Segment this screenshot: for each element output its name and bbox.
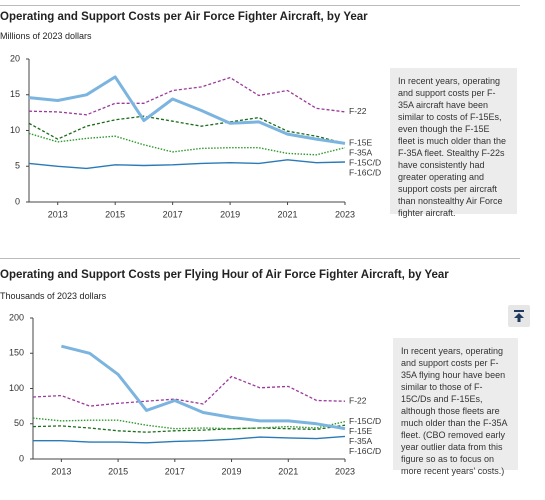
series-line <box>28 132 346 156</box>
x-tick-label: 2021 <box>278 209 298 219</box>
y-tick-label: 200 <box>9 312 24 322</box>
divider <box>0 5 520 6</box>
series-line <box>28 75 346 145</box>
x-tick-label: 2013 <box>51 466 71 476</box>
chart-subtitle: Thousands of 2023 dollars <box>0 291 107 301</box>
x-tick-label: 2019 <box>222 466 242 476</box>
series-label: F-16C/D <box>349 446 381 456</box>
chart-title: Operating and Support Costs per Flying H… <box>0 269 449 281</box>
series-line <box>28 115 346 145</box>
y-tick-label: 5 <box>15 161 20 171</box>
series-label: F-15C/D <box>349 416 381 426</box>
series-line <box>32 375 346 407</box>
x-tick-label: 2015 <box>108 466 128 476</box>
series-label: F-35A <box>349 148 372 158</box>
y-tick-label: 20 <box>10 53 20 63</box>
y-tick-label: 10 <box>10 125 20 135</box>
x-tick-label: 2023 <box>335 209 355 219</box>
x-tick-label: 2023 <box>335 466 355 476</box>
back-to-top-button[interactable] <box>508 305 530 327</box>
x-tick-label: 2019 <box>220 209 240 219</box>
y-tick-label: 0 <box>15 196 20 206</box>
y-tick-label: 100 <box>9 383 24 393</box>
series-label: F-22 <box>349 106 367 116</box>
series-label: F-15E <box>349 426 372 436</box>
divider <box>0 258 520 259</box>
series-label: F-35A <box>349 436 372 446</box>
annotation-box: In recent years, operating and support c… <box>390 68 517 218</box>
y-tick-label: 15 <box>10 89 20 99</box>
x-tick-label: 2017 <box>165 466 185 476</box>
series-line <box>28 76 346 116</box>
series-label: F-15C/D <box>349 158 381 168</box>
annotation-box: In recent years, operating and support c… <box>393 338 518 476</box>
series-line <box>32 424 346 433</box>
x-tick-label: 2021 <box>278 466 298 476</box>
series-line <box>61 344 346 431</box>
x-tick-label: 2015 <box>105 209 125 219</box>
series-line <box>32 417 346 430</box>
chart-title: Operating and Support Costs per Air Forc… <box>0 11 368 23</box>
series-label: F-15E <box>349 138 372 148</box>
back-to-top-icon <box>514 310 524 322</box>
x-tick-label: 2013 <box>48 209 68 219</box>
x-tick-label: 2017 <box>163 209 183 219</box>
chart-subtitle: Millions of 2023 dollars <box>0 31 92 41</box>
series-label: F-16C/D <box>349 168 381 178</box>
y-tick-label: 150 <box>9 348 24 358</box>
y-tick-label: 50 <box>14 418 24 428</box>
y-tick-label: 0 <box>19 453 24 463</box>
series-line <box>28 159 346 170</box>
series-label: F-22 <box>349 395 367 405</box>
series-line <box>33 435 346 444</box>
